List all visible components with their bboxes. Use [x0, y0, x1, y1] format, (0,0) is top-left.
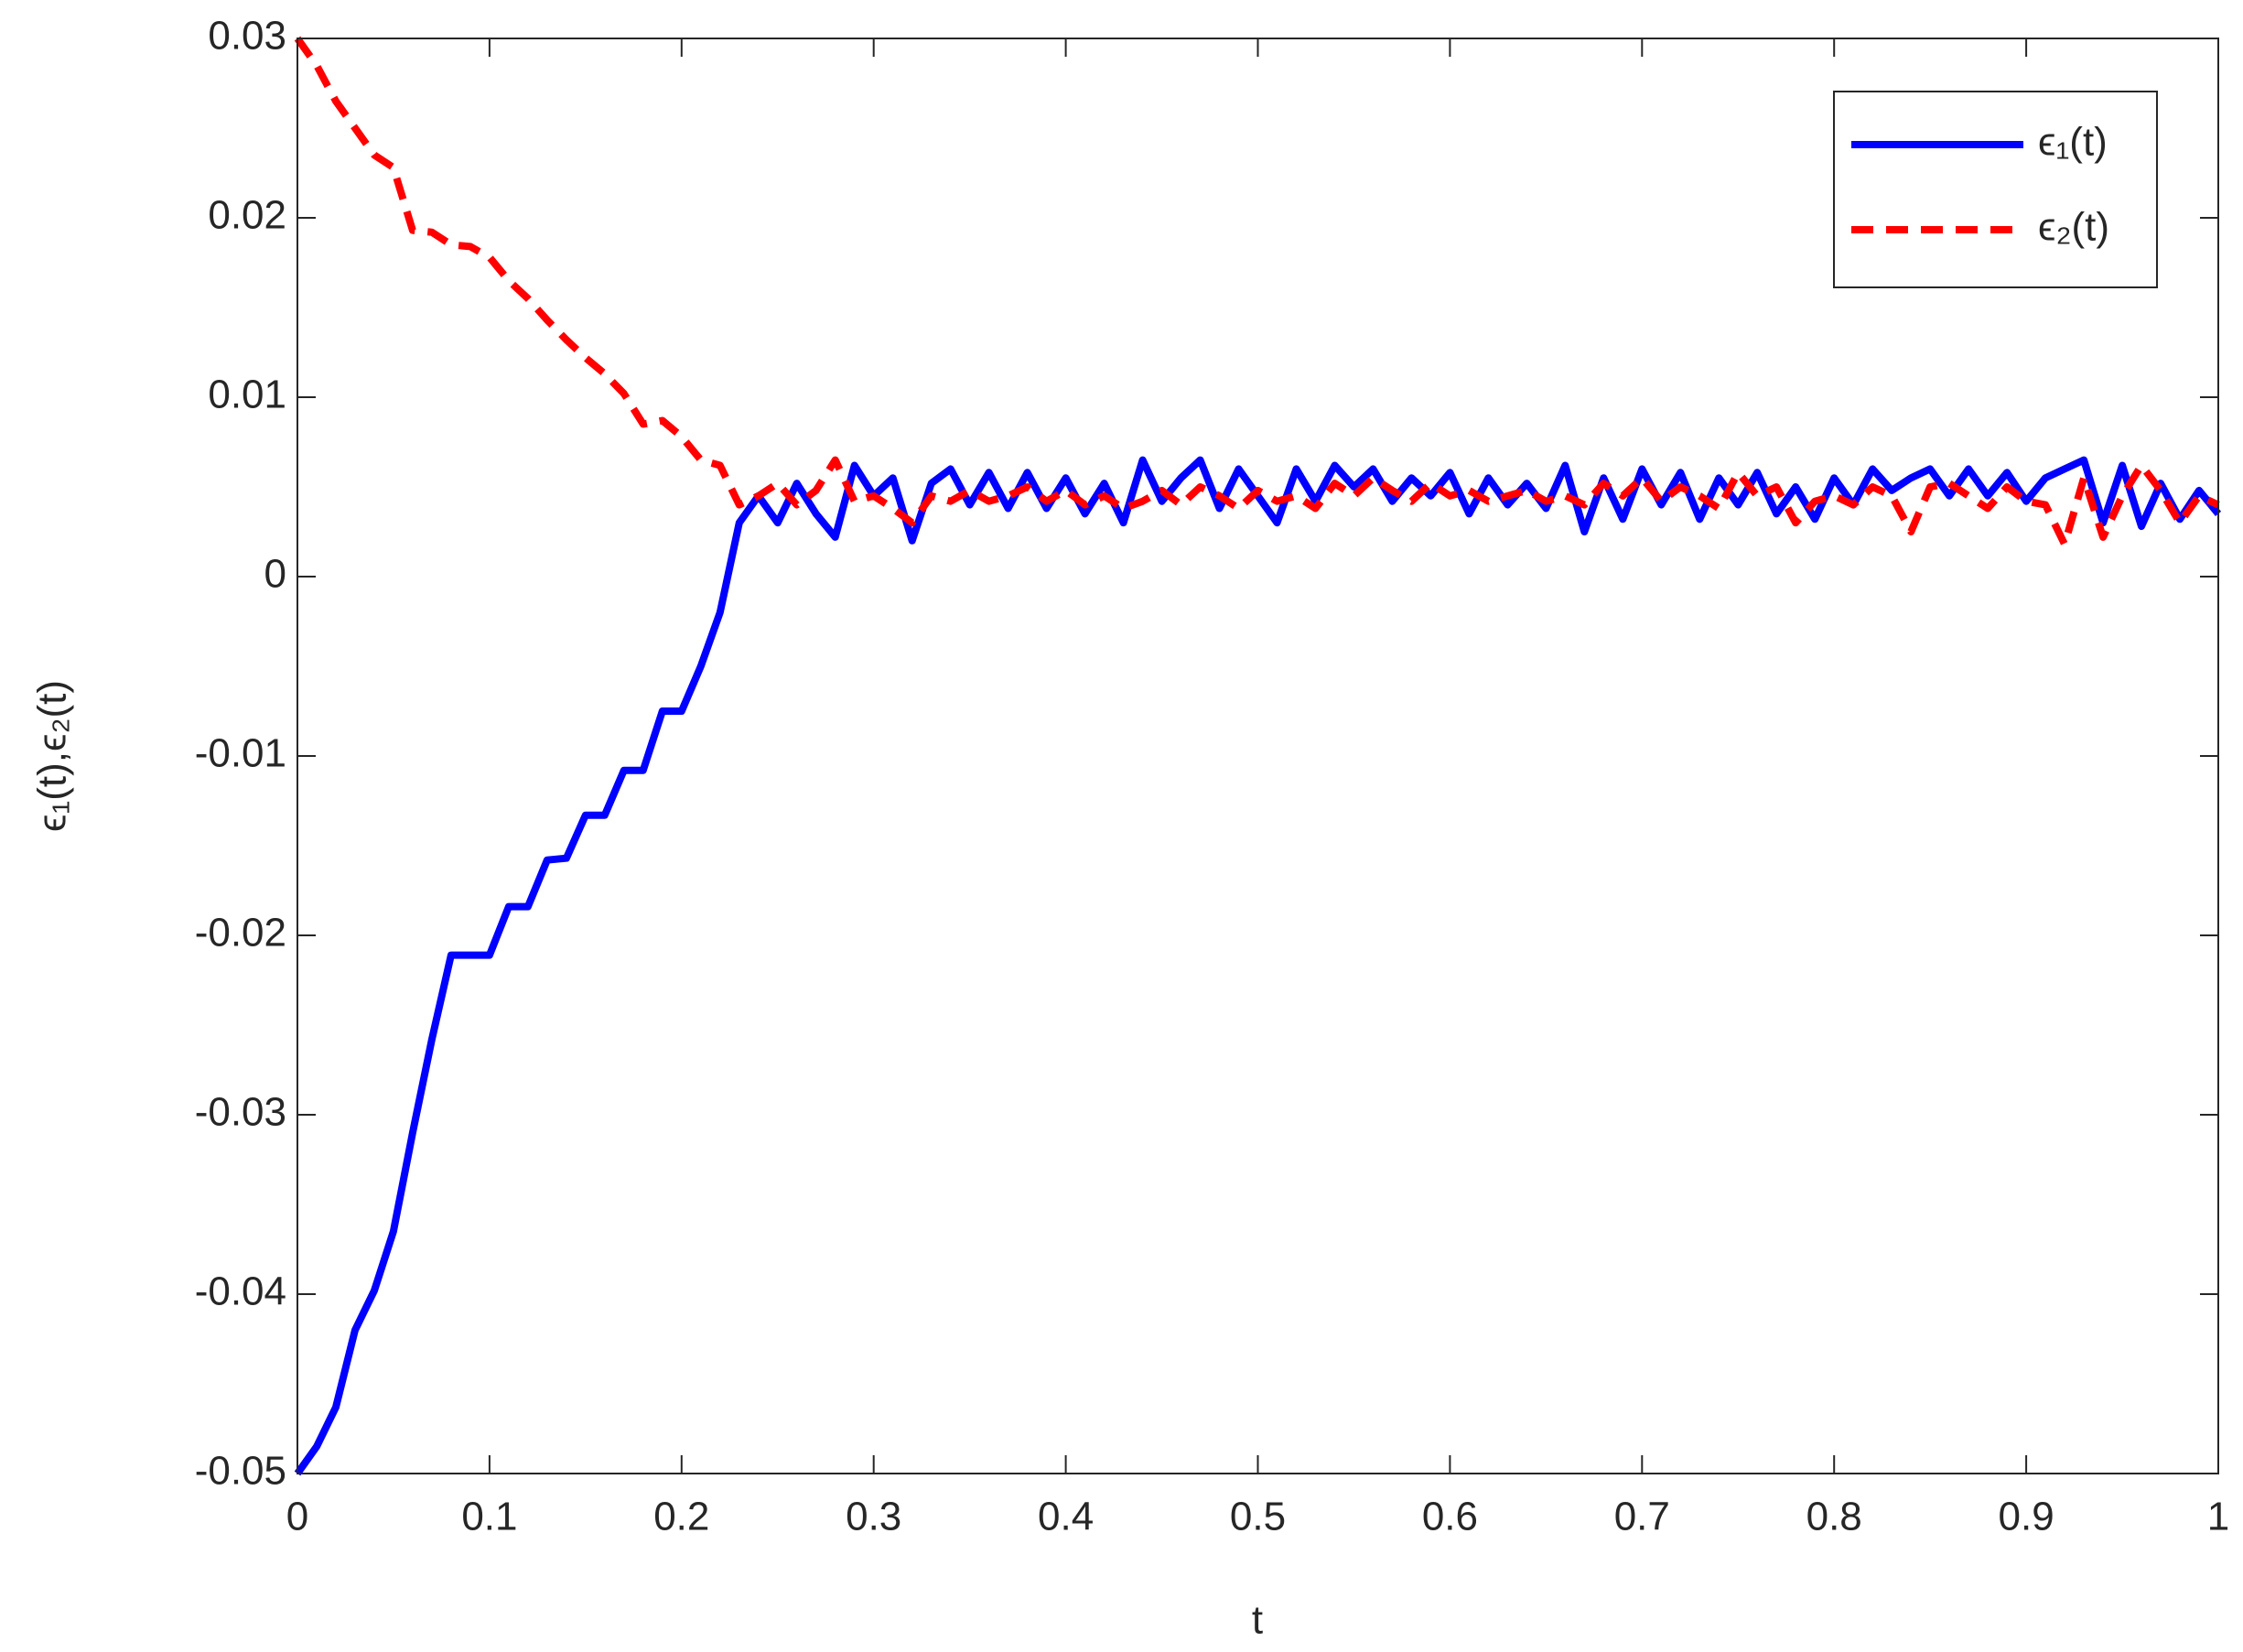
y-tick-label: 0 [264, 552, 286, 597]
y-tick-label: -0.04 [195, 1269, 286, 1314]
x-tick-label: 0.5 [1230, 1495, 1286, 1539]
x-tick-label: 0.8 [1806, 1495, 1862, 1539]
x-tick-label: 0.9 [1999, 1495, 2054, 1539]
y-tick-label: -0.02 [195, 911, 286, 956]
legend-box [1833, 91, 2158, 288]
series-line [294, 36, 2220, 548]
legend-label: ϵ₁(t) [2038, 120, 2108, 165]
x-tick-label: 0.6 [1422, 1495, 1478, 1539]
y-tick-label: -0.01 [195, 731, 286, 776]
x-tick-label: 0.7 [1614, 1495, 1670, 1539]
x-tick-label: 0.3 [846, 1495, 901, 1539]
x-axis-label: t [1252, 1598, 1263, 1643]
legend-label: ϵ₂(t) [2038, 205, 2109, 250]
y-axis-label: ϵ₁(t),ϵ₂(t) [30, 680, 75, 832]
y-tick-label: -0.03 [195, 1090, 286, 1135]
x-tick-label: 1 [2207, 1495, 2229, 1539]
y-tick-label: 0.02 [208, 193, 286, 238]
y-tick-label: -0.05 [195, 1449, 286, 1494]
x-tick-label: 0.4 [1038, 1495, 1094, 1539]
x-tick-label: 0.2 [653, 1495, 709, 1539]
series-line [294, 456, 2222, 1476]
y-tick-label: 0.03 [208, 14, 286, 59]
y-tick-label: 0.01 [208, 373, 286, 417]
x-tick-label: 0.1 [461, 1495, 517, 1539]
x-tick-label: 0 [286, 1495, 308, 1539]
axes-box [297, 38, 2219, 1474]
